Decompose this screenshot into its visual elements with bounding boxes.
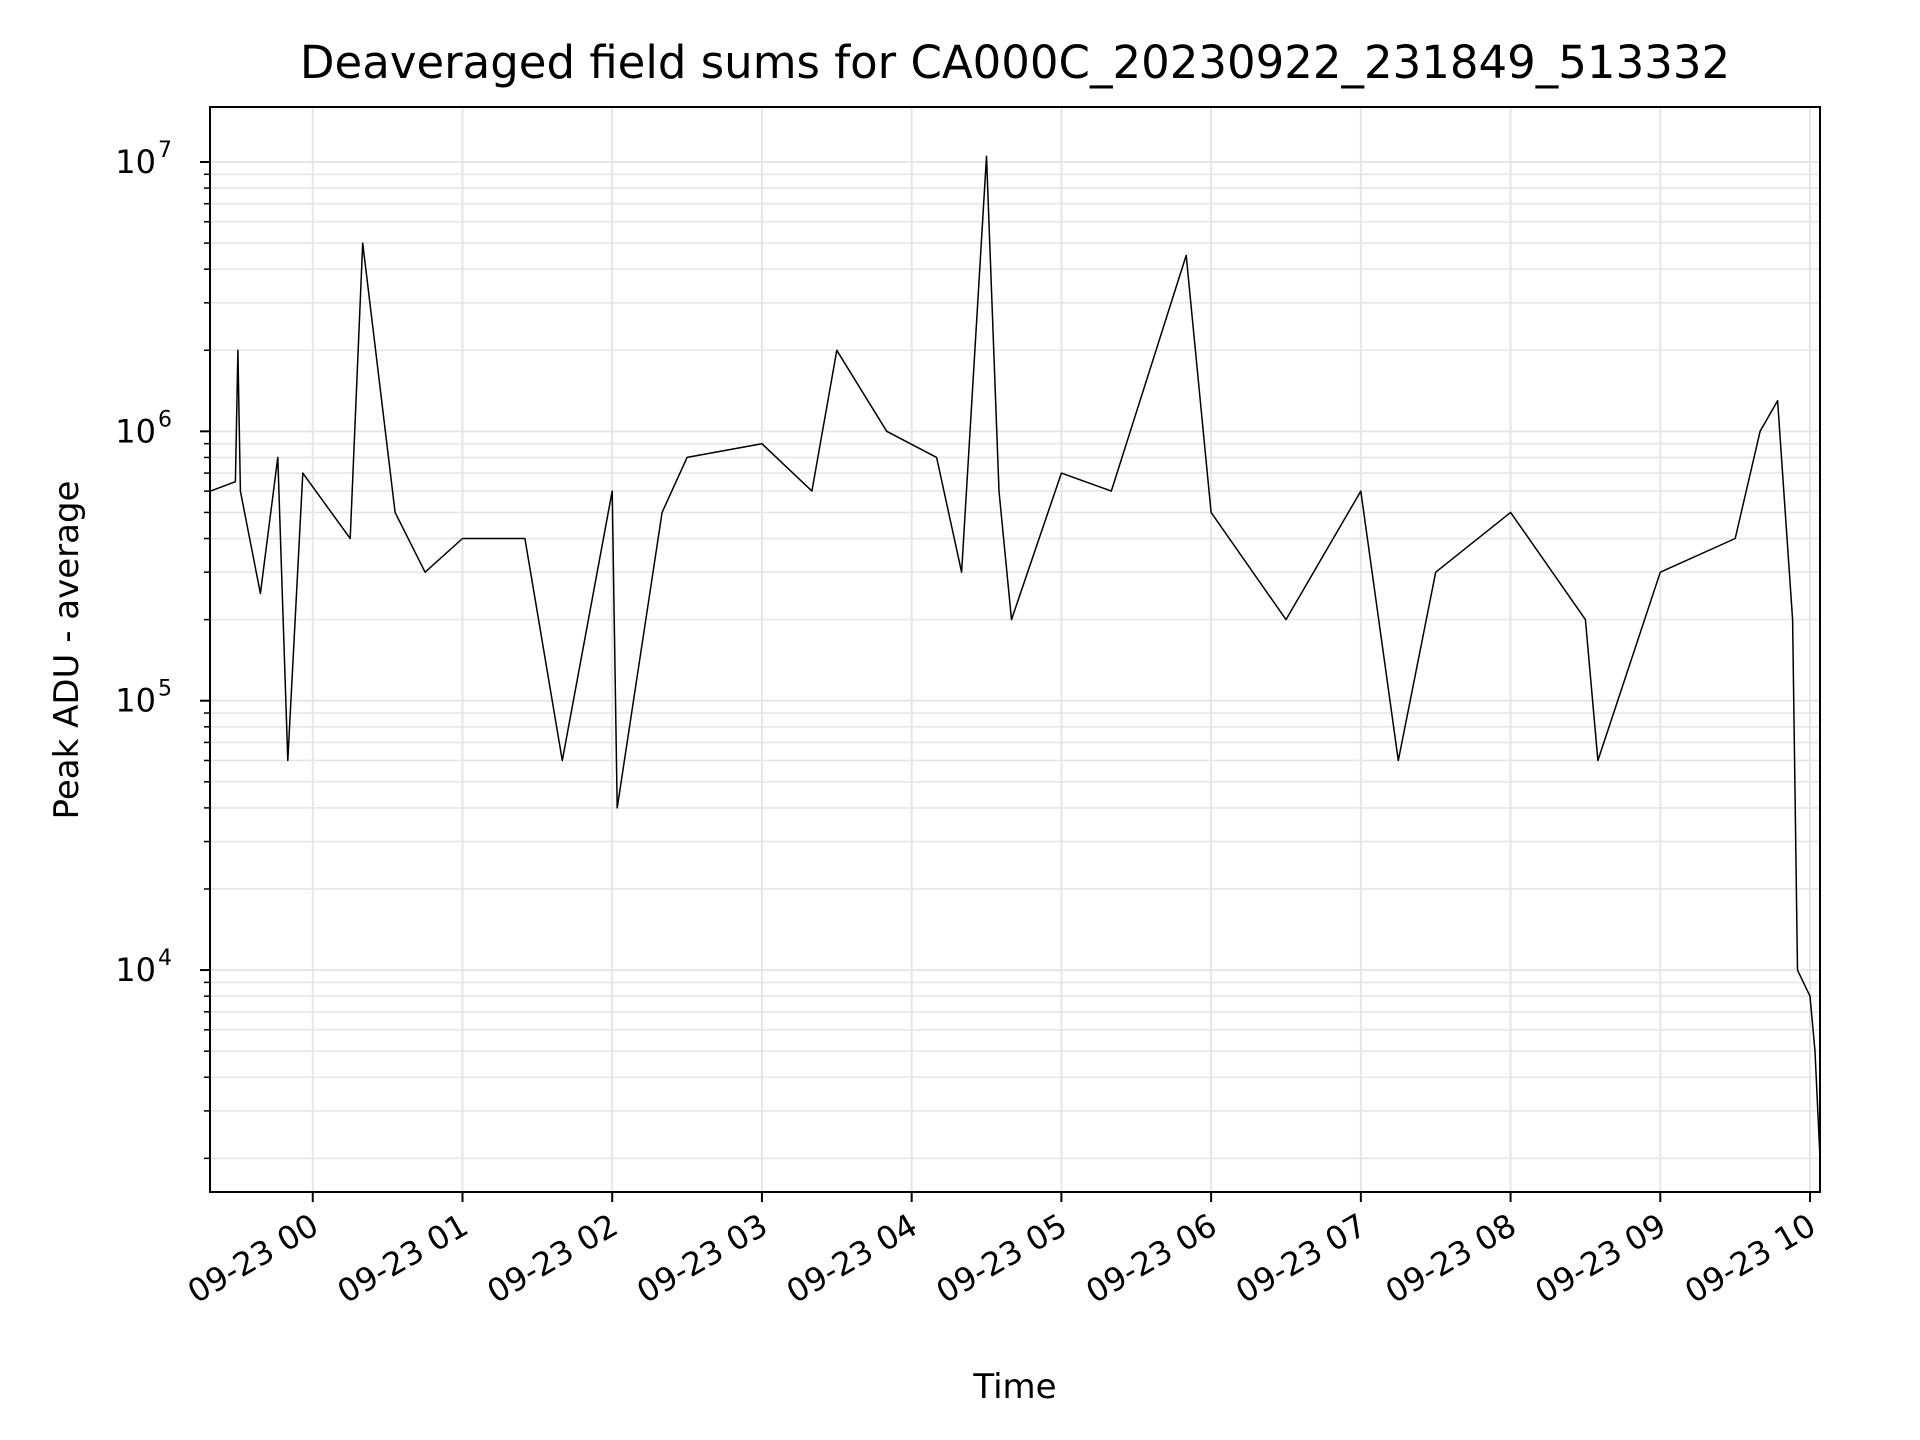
- y-tick-exponent: 4: [158, 946, 172, 971]
- y-axis-label: Peak ADU - average: [47, 481, 87, 820]
- chart-title: Deaveraged field sums for CA000C_2023092…: [300, 36, 1730, 89]
- x-axis-label: Time: [972, 1367, 1056, 1407]
- y-tick-exponent: 7: [158, 138, 172, 163]
- plot-area: [210, 155, 1821, 1159]
- series-line: [210, 155, 1821, 1159]
- axes-frame: [209, 106, 1821, 1193]
- y-tick-exponent: 5: [158, 677, 172, 702]
- y-tick-exponent: 6: [158, 407, 172, 432]
